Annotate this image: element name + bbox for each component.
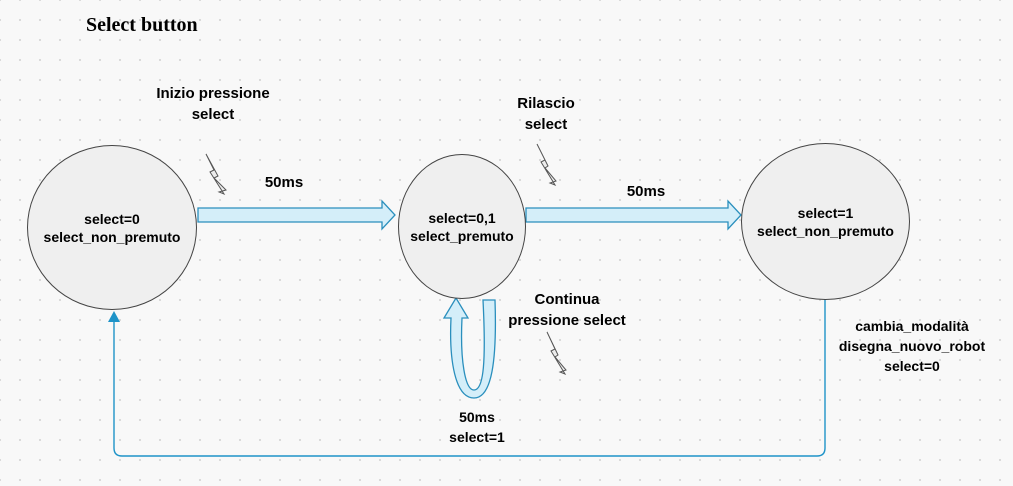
label-rilascio: Rilascio select <box>517 95 575 133</box>
label-inizio-pressione: Inizio pressione select <box>156 85 270 123</box>
label-continua-pressione: Continua pressione select <box>508 291 626 329</box>
state-select-0-1[interactable]: select=0,1 select_premuto <box>398 154 526 299</box>
lightning-icon <box>205 153 227 196</box>
self-loop-s1[interactable] <box>442 296 497 399</box>
return-arrowhead <box>108 311 120 322</box>
label-time-2: 50ms <box>626 183 666 200</box>
label-loop: 50ms select=1 <box>449 409 505 445</box>
state-line1: select=0,1 <box>428 209 496 226</box>
return-line-s2-to-s0[interactable] <box>113 298 826 457</box>
state-line1: select=0 <box>84 210 140 227</box>
arrow-s1-to-s2[interactable] <box>525 199 742 231</box>
state-line1: select=1 <box>797 204 854 221</box>
state-line2: select_premuto <box>410 227 514 244</box>
diagram-title: Select button <box>86 14 198 36</box>
lightning-icon <box>536 143 557 187</box>
state-select-1[interactable]: select=1 select_non_premuto <box>741 143 910 300</box>
state-line2: select_non_premuto <box>757 222 894 239</box>
arrow-s0-to-s1[interactable] <box>197 199 396 231</box>
label-action: cambia_modalità disegna_nuovo_robot sele… <box>838 318 986 374</box>
state-select-0[interactable]: select=0 select_non_premuto <box>27 145 197 310</box>
state-line2: select_non_premuto <box>43 228 181 245</box>
label-time-1: 50ms <box>264 174 304 191</box>
lightning-icon <box>546 331 567 376</box>
